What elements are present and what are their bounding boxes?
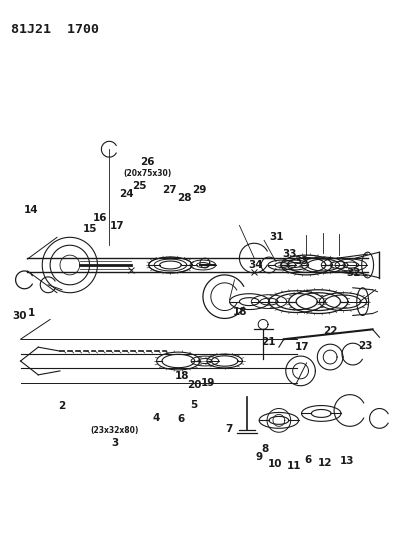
Text: 31: 31 [269, 232, 284, 243]
Text: 29: 29 [193, 185, 207, 195]
Text: 30: 30 [12, 311, 27, 320]
Text: 16: 16 [93, 213, 107, 223]
Text: (20x75x30): (20x75x30) [123, 169, 171, 178]
Text: 5: 5 [191, 400, 198, 410]
Text: 15: 15 [83, 223, 97, 233]
Text: 4: 4 [152, 414, 160, 423]
Text: 23: 23 [359, 341, 373, 351]
Text: 14: 14 [24, 205, 38, 215]
Text: 17: 17 [295, 342, 309, 352]
Text: (23x32x80): (23x32x80) [90, 425, 139, 434]
Text: 24: 24 [119, 189, 134, 199]
Text: 3: 3 [111, 438, 118, 448]
Text: 28: 28 [177, 193, 191, 203]
Text: 2: 2 [58, 401, 65, 411]
Text: 18: 18 [232, 308, 247, 317]
Text: 33: 33 [282, 249, 297, 259]
Text: 6: 6 [304, 455, 312, 465]
Text: 13: 13 [340, 456, 355, 466]
Text: 7: 7 [226, 424, 233, 434]
Text: 20: 20 [187, 380, 201, 390]
Text: 8: 8 [261, 444, 269, 454]
Text: 18: 18 [175, 370, 190, 381]
Text: 34: 34 [249, 260, 263, 270]
Text: 32: 32 [347, 268, 361, 278]
Text: 22: 22 [324, 326, 338, 336]
Text: 33: 33 [295, 256, 309, 266]
Text: 81J21  1700: 81J21 1700 [11, 22, 99, 36]
Text: 26: 26 [140, 157, 154, 167]
Text: 12: 12 [318, 458, 333, 468]
Text: 17: 17 [110, 221, 125, 231]
Text: 27: 27 [162, 185, 177, 195]
Text: 11: 11 [287, 461, 301, 471]
Text: 9: 9 [255, 453, 262, 463]
Text: 19: 19 [201, 377, 216, 387]
Text: 6: 6 [178, 415, 185, 424]
Text: 10: 10 [268, 459, 283, 469]
Text: 25: 25 [132, 181, 146, 191]
Text: 1: 1 [27, 308, 35, 318]
Text: 21: 21 [261, 337, 276, 347]
